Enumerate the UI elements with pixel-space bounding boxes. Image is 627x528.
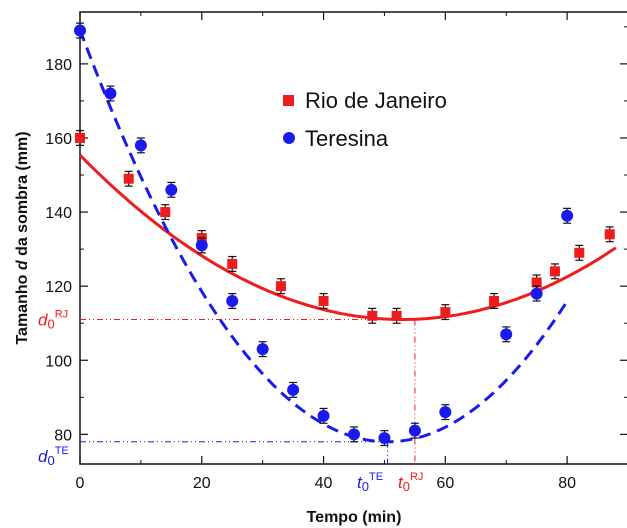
data-point-teresina [74,24,86,37]
data-point-rio [75,132,85,143]
y-tick-label: 80 [54,427,72,444]
data-point-teresina [287,383,300,396]
x-tick-label: 60 [436,475,454,492]
data-point-teresina [104,87,117,100]
data-point-rio [318,295,329,306]
x-tick-label: 0 [76,475,85,492]
data-point-teresina [165,183,178,196]
y-tick-label: 100 [45,353,72,370]
annotation-3: t0RJ [398,471,423,494]
data-point-rio [489,295,500,306]
data-point-teresina [378,432,391,445]
x-tick-label: 40 [315,475,333,492]
annotation-1: d0TE [38,445,69,468]
data-point-rio [367,310,378,321]
annotation-0: d0RJ [38,309,68,332]
data-point-rio [227,258,238,269]
data-point-teresina [500,328,513,341]
data-point-teresina [408,424,421,437]
data-point-rio [549,266,560,277]
data-point-teresina [226,294,239,307]
data-point-teresina [530,287,543,300]
data-point-rio [574,247,585,258]
data-point-teresina [134,139,147,152]
legend-label-0: Rio de Janeiro [305,88,447,113]
legend-marker-teresina [283,132,295,144]
data-point-teresina [348,428,360,441]
legend-label-1: Teresina [305,126,389,151]
fit-curve-1 [78,29,569,444]
x-axis-title: Tempo (min) [307,509,402,526]
data-point-rio [391,310,402,321]
x-tick-label: 20 [193,475,211,492]
data-point-rio [440,307,451,318]
y-tick-label: 120 [45,279,72,296]
y-tick-label: 140 [45,205,72,222]
data-point-teresina [195,239,208,252]
plot-frame [79,11,627,465]
data-point-teresina [561,209,574,222]
y-axis-title: Tamanho d da sombra (mm) [14,131,31,344]
legend-marker-rio [283,95,294,106]
data-point-rio [275,281,286,292]
y-tick-label: 180 [45,57,72,74]
data-point-rio [123,173,134,184]
data-point-rio [160,207,171,218]
data-point-teresina [256,343,269,356]
y-tick-label: 160 [45,131,72,148]
data-point-rio [531,277,542,288]
annotation-2: t0TE [357,471,383,494]
fit-curve-0 [78,154,617,321]
data-point-teresina [317,409,330,422]
data-point-teresina [439,406,452,419]
x-tick-label: 80 [558,475,576,492]
data-point-rio [604,229,615,240]
